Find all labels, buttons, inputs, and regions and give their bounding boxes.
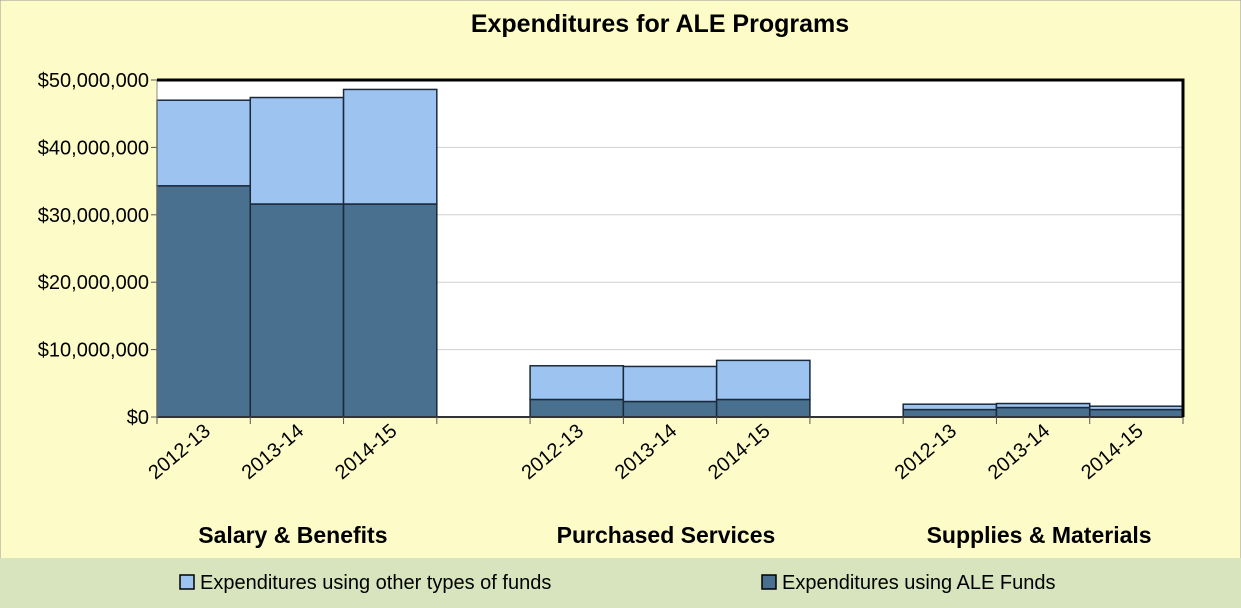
bar-segment — [156, 99, 252, 187]
y-tick-label: $20,000,000 — [38, 272, 149, 294]
bar-segment — [995, 406, 1091, 418]
y-tick-label: $40,000,000 — [38, 137, 149, 159]
bar-segment — [622, 400, 718, 418]
bar-segment — [902, 403, 998, 411]
legend-swatch — [761, 574, 777, 590]
legend-swatch — [179, 574, 195, 590]
bar-segment — [342, 203, 438, 418]
y-tick-label: $10,000,000 — [38, 340, 149, 362]
bar-segment — [715, 398, 811, 418]
legend-label: Expenditures using ALE Funds — [782, 572, 1056, 594]
bar-segment — [902, 408, 998, 418]
bar-segment — [249, 203, 345, 418]
group-label: Supplies & Materials — [927, 522, 1152, 548]
bar-segment — [715, 359, 811, 401]
bar-segment — [342, 88, 438, 205]
bar-segment — [529, 365, 625, 401]
chart-title: Expenditures for ALE Programs — [471, 10, 849, 38]
plot-border — [157, 78, 1185, 417]
bar-segment — [1088, 405, 1184, 411]
legend-band — [0, 558, 1241, 608]
bar-segment — [995, 402, 1091, 409]
y-tick-label: $50,000,000 — [38, 70, 149, 92]
bar-segment — [249, 96, 345, 205]
y-tick-label: $0 — [127, 407, 149, 429]
group-label: Purchased Services — [557, 522, 776, 548]
bar-segment — [529, 398, 625, 418]
bar-segment — [1088, 408, 1184, 418]
group-label: Salary & Benefits — [198, 522, 387, 548]
y-tick-label: $30,000,000 — [38, 205, 149, 227]
bar-segment — [156, 185, 252, 418]
legend-label: Expenditures using other types of funds — [200, 572, 551, 594]
bar-segment — [622, 365, 718, 403]
